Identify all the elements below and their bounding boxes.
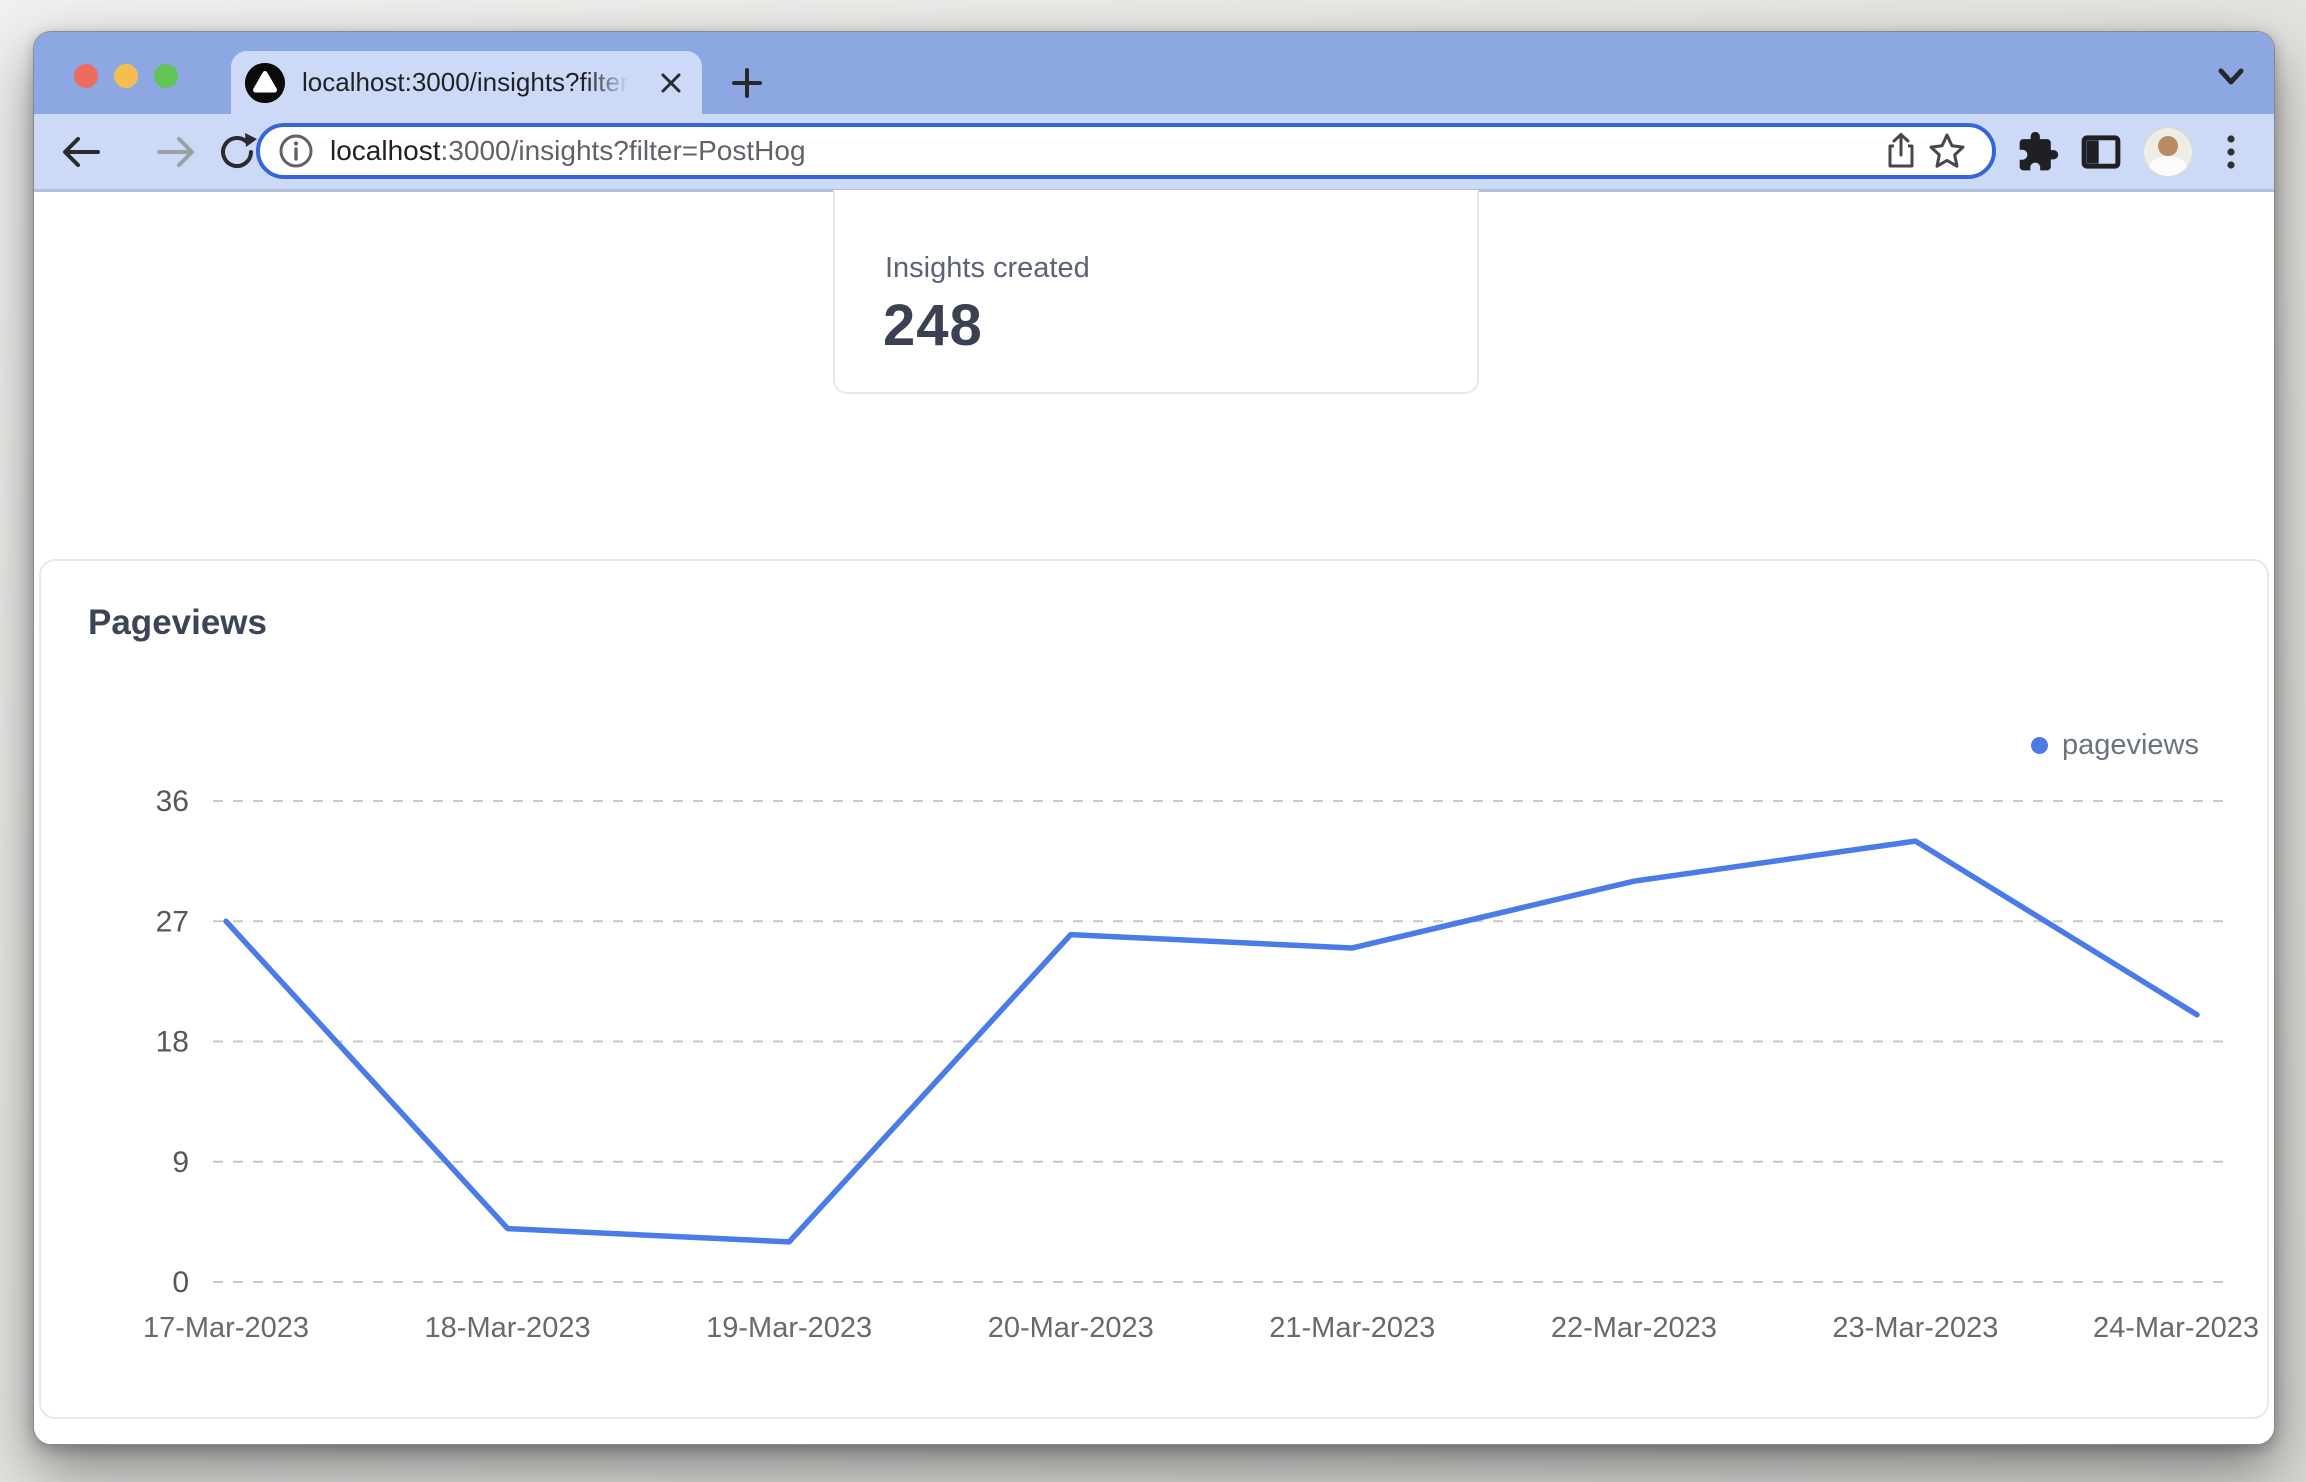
traffic-zoom-button[interactable]	[154, 64, 178, 88]
svg-text:21-Mar-2023: 21-Mar-2023	[1269, 1312, 1435, 1344]
insights-card-label: Insights created	[885, 252, 1090, 284]
browser-tab[interactable]: localhost:3000/insights?filter=	[231, 51, 702, 114]
url-host: localhost	[330, 135, 441, 166]
avatar-head	[2158, 136, 2178, 156]
site-info-icon[interactable]	[276, 131, 316, 171]
svg-text:23-Mar-2023: 23-Mar-2023	[1832, 1312, 1998, 1344]
profile-avatar[interactable]	[2143, 127, 2193, 177]
reload-button[interactable]	[209, 114, 265, 189]
page-content: Insights created 248 Pageviews pageviews…	[34, 190, 2274, 1444]
svg-text:9: 9	[172, 1146, 189, 1179]
site-favicon-icon	[245, 62, 285, 103]
svg-text:27: 27	[156, 905, 189, 938]
avatar-shirt	[2149, 156, 2187, 176]
tab-close-icon[interactable]	[654, 66, 688, 100]
bookmark-star-icon[interactable]	[1924, 128, 1970, 174]
tab-strip: localhost:3000/insights?filter=	[34, 32, 2274, 114]
back-button[interactable]	[53, 114, 109, 189]
legend-label: pageviews	[2061, 729, 2199, 761]
insights-created-card: Insights created 248	[833, 190, 1479, 394]
traffic-minimize-button[interactable]	[114, 64, 138, 88]
svg-text:36: 36	[156, 785, 189, 818]
svg-text:0: 0	[172, 1266, 189, 1299]
chart-title: Pageviews	[88, 603, 267, 642]
traffic-close-button[interactable]	[74, 64, 98, 88]
svg-text:17-Mar-2023: 17-Mar-2023	[143, 1312, 309, 1344]
forward-button[interactable]	[148, 114, 204, 189]
extensions-puzzle-icon[interactable]	[2014, 128, 2062, 176]
svg-text:24-Mar-2023: 24-Mar-2023	[2093, 1312, 2259, 1344]
svg-text:18: 18	[156, 1026, 189, 1059]
address-bar[interactable]: localhost:3000/insights?filter=PostHog	[256, 123, 1996, 179]
browser-window: localhost:3000/insights?filter=	[33, 31, 2275, 1445]
browser-toolbar: localhost:3000/insights?filter=PostHog	[34, 114, 2274, 192]
pageviews-chart-card: Pageviews pageviews 0 9 18 27 36 17-Mar-2023 1…	[39, 559, 2269, 1419]
pageviews-chart: 0 9 18 27 36 17-Mar-2023 18-Mar-2023 19-Mar-202…	[143, 785, 2259, 1344]
tab-title: localhost:3000/insights?filter=	[302, 67, 632, 97]
share-icon[interactable]	[1878, 128, 1924, 174]
tab-search-chevron-icon[interactable]	[2212, 60, 2250, 94]
chart-legend[interactable]: pageviews	[2030, 729, 2199, 762]
url-path: :3000/insights?filter=PostHog	[440, 135, 806, 166]
svg-text:22-Mar-2023: 22-Mar-2023	[1551, 1312, 1717, 1344]
new-tab-button[interactable]	[727, 63, 767, 103]
svg-text:18-Mar-2023: 18-Mar-2023	[425, 1312, 591, 1344]
svg-text:20-Mar-2023: 20-Mar-2023	[988, 1312, 1154, 1344]
side-panel-icon[interactable]	[2077, 128, 2125, 176]
browser-menu-icon[interactable]	[2207, 128, 2255, 176]
svg-text:19-Mar-2023: 19-Mar-2023	[706, 1312, 872, 1344]
insights-card-value: 248	[883, 293, 983, 358]
legend-dot-icon	[2030, 737, 2048, 754]
url-text[interactable]: localhost:3000/insights?filter=PostHog	[330, 135, 1878, 167]
